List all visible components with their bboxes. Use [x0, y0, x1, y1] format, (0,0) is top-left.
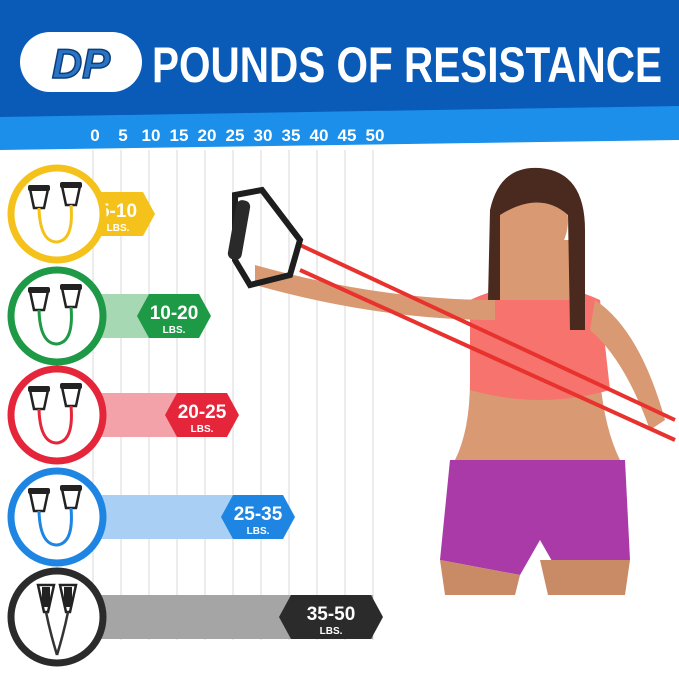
- unit-label: LBS.: [163, 325, 186, 336]
- yellow-resistance-band-icon: [7, 164, 107, 264]
- red-resistance-band-icon: [7, 365, 107, 465]
- range-label-badge: [279, 595, 383, 639]
- page-title: POUNDS OF RESISTANCE: [152, 37, 662, 93]
- range-label: 25-35: [234, 504, 283, 525]
- logo-text: DP: [52, 40, 111, 87]
- x-tick-label: 40: [310, 126, 329, 145]
- logo: DP: [20, 32, 142, 92]
- x-axis-ticks: 0 5 10 15 20 25 30 35 40 45 50: [90, 126, 384, 145]
- x-tick-label: 10: [142, 126, 161, 145]
- x-tick-label: 20: [198, 126, 217, 145]
- unit-label: LBS.: [107, 223, 130, 234]
- x-tick-label: 25: [226, 126, 245, 145]
- range-label-badge: [137, 294, 211, 338]
- range-label-badge: [221, 495, 295, 539]
- blue-resistance-band-icon: [7, 467, 107, 567]
- range-label: 20-25: [178, 402, 227, 423]
- x-tick-label: 35: [282, 126, 301, 145]
- range-label: 10-20: [150, 303, 199, 324]
- unit-label: LBS.: [247, 526, 270, 537]
- header-dark-band: [0, 0, 679, 117]
- x-tick-label: 0: [90, 126, 99, 145]
- green-resistance-band-icon: [7, 266, 107, 366]
- x-tick-label: 30: [254, 126, 273, 145]
- band-rows: 5-10LBS.10-20LBS.20-25LBS.25-35LBS.35-50…: [7, 164, 383, 667]
- unit-label: LBS.: [320, 626, 343, 637]
- x-tick-label: 15: [170, 126, 189, 145]
- black-resistance-band-icon: [7, 567, 107, 667]
- unit-label: LBS.: [191, 424, 214, 435]
- x-tick-label: 50: [366, 126, 385, 145]
- x-tick-label: 5: [118, 126, 127, 145]
- woman-photo: [227, 167, 676, 595]
- x-tick-label: 45: [338, 126, 357, 145]
- range-label: 35-50: [307, 604, 356, 625]
- range-label-badge: [165, 393, 239, 437]
- range-label: 5-10: [99, 201, 137, 222]
